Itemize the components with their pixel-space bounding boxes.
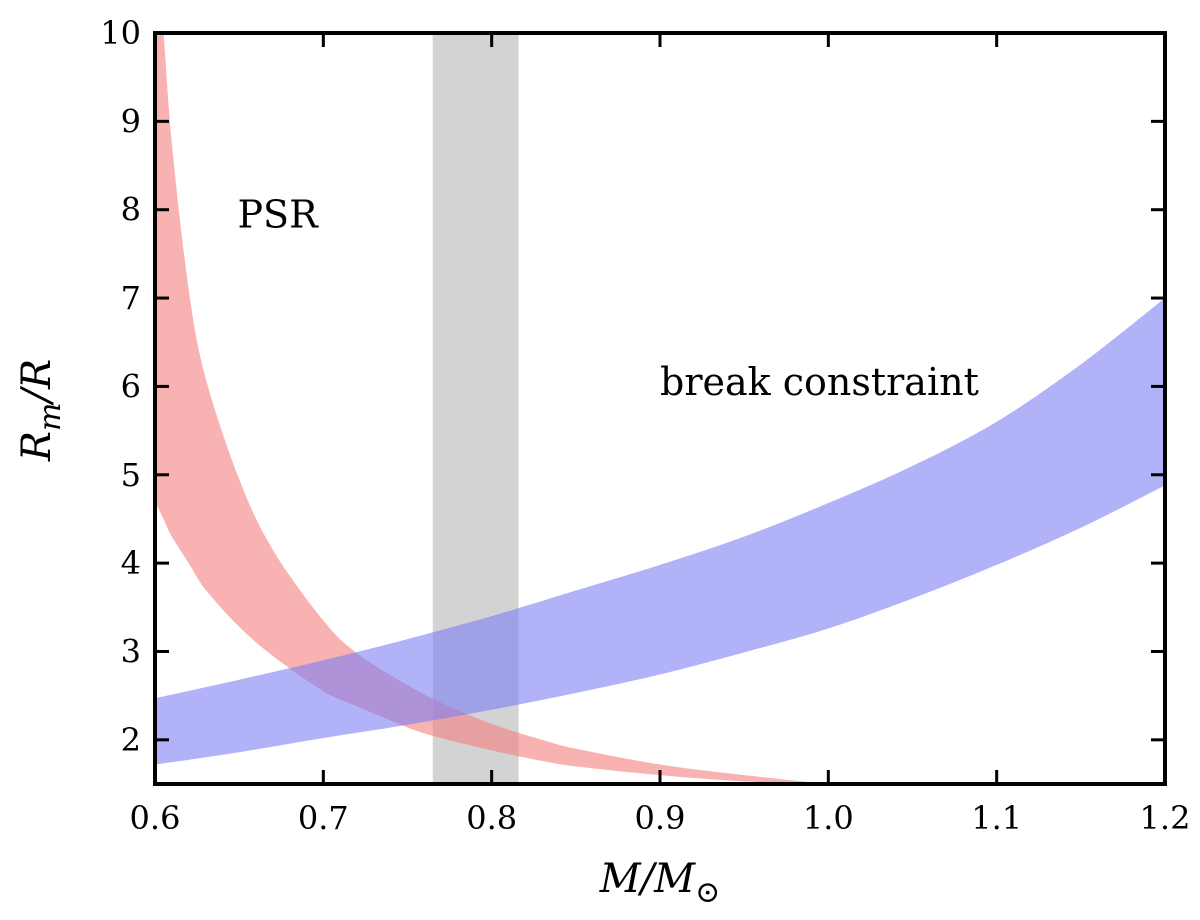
- x-tick-label: 1.1: [971, 799, 1022, 837]
- y-tick-label: 7: [121, 279, 141, 317]
- y-tick-label: 3: [121, 632, 141, 670]
- y-axis-title-tail: /R: [14, 359, 60, 407]
- plot-content: [155, 33, 1165, 784]
- x-tick-label: 0.7: [298, 799, 349, 837]
- y-tick-label: 4: [121, 544, 141, 582]
- y-tick-label: 2: [121, 721, 141, 759]
- y-axis-title-main: R: [14, 431, 60, 462]
- y-tick-label: 6: [121, 367, 141, 405]
- y-tick-label: 9: [121, 102, 141, 140]
- x-tick-label: 0.8: [466, 799, 517, 837]
- series-band-break-constraint: [155, 298, 1165, 765]
- annotation-psr: PSR: [237, 192, 319, 236]
- x-axis-title: M/M⊙: [599, 856, 721, 910]
- x-axis-title-main: M/M: [599, 856, 696, 902]
- y-axis-title-sub: m: [33, 403, 68, 431]
- x-tick-label: 0.6: [130, 799, 181, 837]
- x-tick-label: 1.0: [803, 799, 854, 837]
- tick-labels: 0.6 0.7 0.8 0.9 1.0 1.1 1.2 2 3 4 5 6 7 8 9 10: [100, 14, 1190, 837]
- plot-area: [155, 33, 1165, 784]
- y-tick-label: 5: [121, 456, 141, 494]
- annotations: PSR break constraint: [237, 192, 978, 404]
- annotation-break-constraint: break constraint: [660, 360, 979, 404]
- x-tick-label: 1.2: [1140, 799, 1191, 837]
- x-tick-label: 0.9: [635, 799, 686, 837]
- y-tick-label: 10: [100, 14, 141, 52]
- y-tick-label: 8: [121, 191, 141, 229]
- y-axis-title: Rm/R: [14, 359, 68, 462]
- x-axis-title-sub: ⊙: [695, 875, 720, 910]
- plot-frame: [153, 31, 1167, 786]
